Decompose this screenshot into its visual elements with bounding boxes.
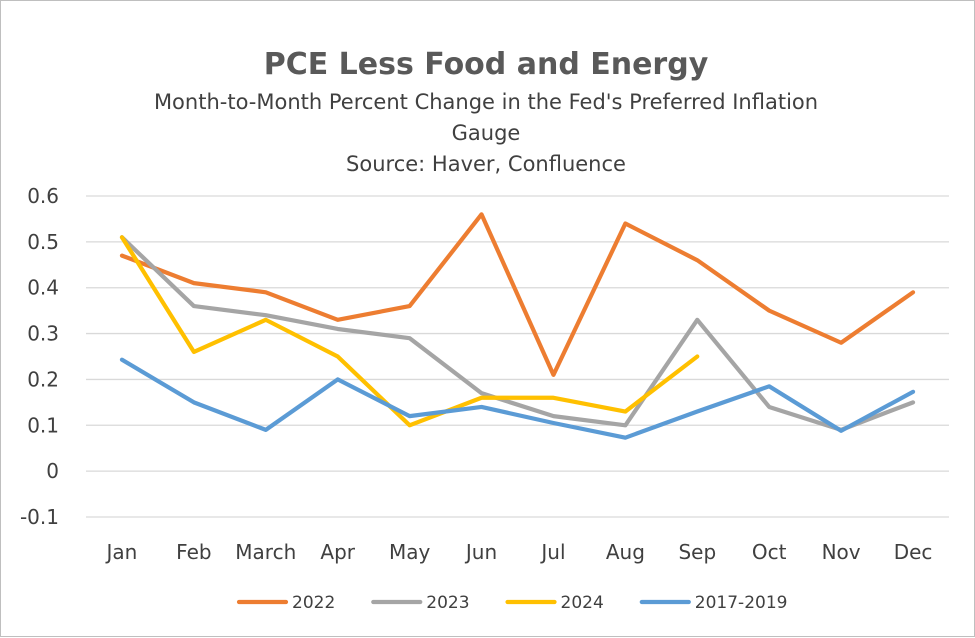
series-line-2023 [119, 235, 916, 432]
gridlines [86, 195, 949, 518]
legend-label: 2017-2019 [695, 593, 788, 613]
legend-label: 2023 [426, 593, 469, 613]
chart-subtitle-line-2: Gauge [452, 121, 521, 145]
x-tick-label: Nov [822, 540, 861, 564]
y-axis-tick-labels: -0.1 0 0.1 0.2 0.3 0.4 0.5 0.6 [20, 184, 59, 529]
legend: 2022 2023 2024 2017-2019 [236, 593, 788, 613]
series-line-2017-2019 [119, 357, 916, 440]
y-tick-label: 0.4 [27, 276, 59, 300]
series-lines [119, 212, 916, 440]
chart-title: PCE Less Food and Energy [264, 47, 709, 82]
x-tick-label: Oct [752, 540, 787, 564]
series-line-2022 [119, 212, 916, 377]
y-tick-label: 0.5 [27, 230, 59, 254]
x-tick-label: Jun [464, 540, 497, 564]
series-line-2024 [119, 235, 700, 428]
legend-item: 2023 [371, 593, 470, 613]
legend-label: 2022 [292, 593, 335, 613]
legend-item: 2022 [236, 593, 335, 613]
x-tick-label: Jul [539, 540, 565, 564]
legend-label: 2024 [561, 593, 604, 613]
y-tick-label: 0.6 [27, 184, 59, 208]
x-tick-label: Dec [894, 540, 933, 564]
x-tick-label: Sep [678, 540, 716, 564]
y-tick-label: 0.3 [27, 322, 59, 346]
x-tick-label: Apr [320, 540, 355, 564]
x-tick-label: Jan [105, 540, 138, 564]
legend-item: 2024 [505, 593, 604, 613]
legend-item: 2017-2019 [639, 593, 788, 613]
chart-subtitle-line-1: Month-to-Month Percent Change in the Fed… [154, 90, 818, 114]
x-tick-label: March [235, 540, 296, 564]
y-tick-label: 0 [46, 459, 59, 483]
y-tick-label: 0.1 [27, 413, 59, 437]
y-tick-label: 0.2 [27, 367, 59, 391]
x-axis-tick-labels: Jan Feb March Apr May Jun Jul Aug Sep Oct Nov Dec [105, 540, 933, 564]
x-tick-label: Aug [606, 540, 645, 564]
chart-subtitle-line-3: Source: Haver, Confluence [346, 152, 626, 176]
y-tick-label: -0.1 [20, 505, 59, 529]
x-tick-label: May [389, 540, 431, 564]
x-tick-label: Feb [176, 540, 211, 564]
